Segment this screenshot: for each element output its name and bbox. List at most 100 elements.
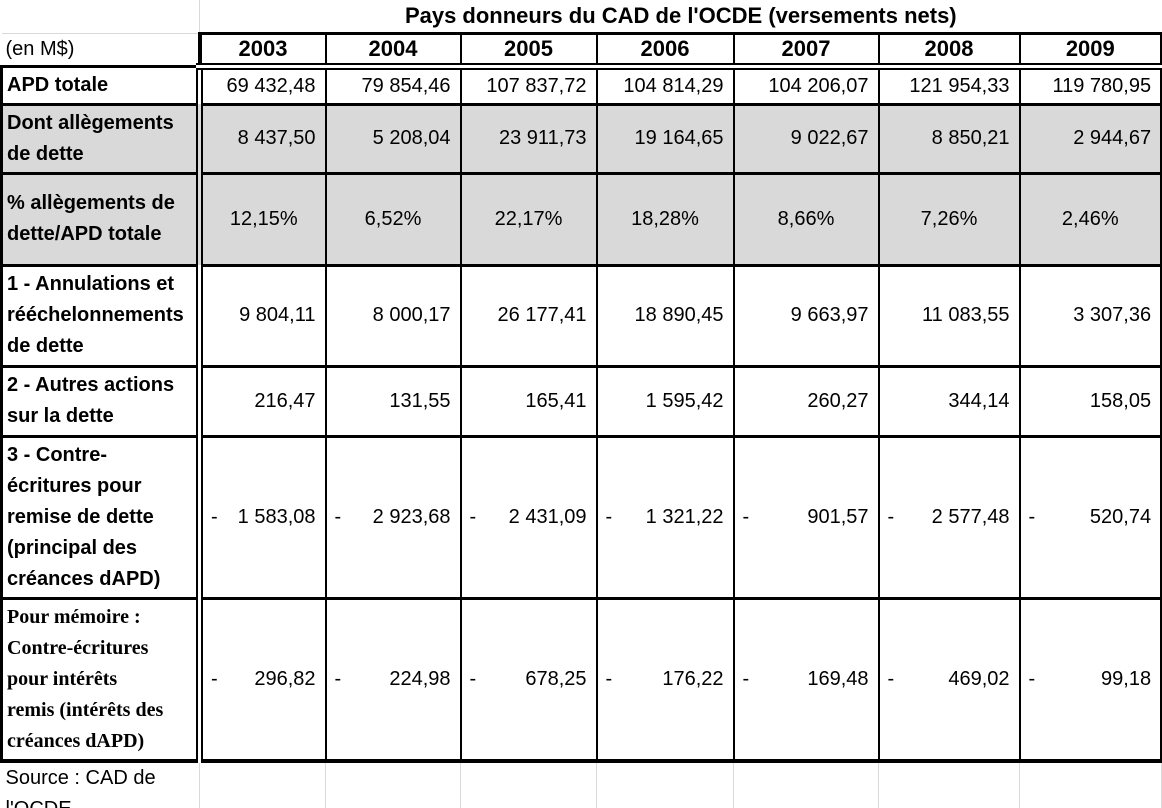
table-cell: -99,18 <box>1018 596 1162 763</box>
minus-sign: - <box>469 667 477 690</box>
table-cell: 9 663,97 <box>732 263 879 366</box>
table-cell: 7,26% <box>877 171 1020 265</box>
table-cell: 11 083,55 <box>877 263 1020 366</box>
minus-sign: - <box>211 667 218 690</box>
table-cell: -2 577,48 <box>877 434 1020 598</box>
table-row-allegements: Dont allègements de dette 8 437,50 5 208… <box>0 102 1162 173</box>
table-cell: 26 177,41 <box>459 263 597 366</box>
table-cell: 216,47 <box>198 364 326 436</box>
table-cell: 260,27 <box>732 364 879 436</box>
table-cell: 2 944,67 <box>1018 102 1162 173</box>
table-cell: 8 000,17 <box>324 263 461 366</box>
table-row-apd-totale: APD totale 69 432,48 79 854,46 107 837,7… <box>0 64 1162 104</box>
empty-cell <box>733 760 879 808</box>
table-cell: 23 911,73 <box>459 102 597 173</box>
minus-sign: - <box>742 505 750 528</box>
table-cell: 8 850,21 <box>877 102 1020 173</box>
row-label: % allègements de dette/APD totale <box>0 171 203 265</box>
minus-sign: - <box>1028 667 1036 690</box>
minus-sign: - <box>1028 505 1036 528</box>
table-cell: 104 814,29 <box>595 64 734 104</box>
source-row: Source : CAD de l'OCDE <box>1 760 1162 808</box>
unit-label: (en M$) <box>1 32 200 66</box>
table-row-annulations: 1 - Annulations et rééchelonnements de d… <box>0 263 1162 366</box>
table-cell: 69 432,48 <box>198 64 326 104</box>
table-cell: -469,02 <box>877 596 1020 763</box>
empty-cell <box>878 760 1020 808</box>
minus-sign: - <box>469 505 477 528</box>
table-cell: 22,17% <box>459 171 597 265</box>
year-header: 2009 <box>1018 31 1162 70</box>
table-cell: 158,05 <box>1018 364 1162 436</box>
table-cell: 8 437,50 <box>198 102 326 173</box>
minus-sign: - <box>742 667 750 690</box>
table-cell: 9 804,11 <box>198 263 326 366</box>
minus-sign: - <box>887 505 895 528</box>
table-cell: 2,46% <box>1018 171 1162 265</box>
table-cell: 104 206,07 <box>732 64 879 104</box>
table-cell: 79 854,46 <box>324 64 461 104</box>
year-header: 2006 <box>595 31 734 70</box>
year-header: 2008 <box>877 31 1020 70</box>
table-cell: -520,74 <box>1018 434 1162 598</box>
year-header: 2004 <box>324 31 461 70</box>
corner-cell <box>1 0 200 34</box>
table-cell: 165,41 <box>459 364 597 436</box>
table-cell: 1 595,42 <box>595 364 734 436</box>
empty-cell <box>1018 760 1162 808</box>
year-header: 2005 <box>459 31 597 70</box>
table-row-pour-memoire: Pour mémoire : Contre-écritures pour int… <box>0 596 1162 763</box>
year-header: 2007 <box>732 31 879 70</box>
table-cell: 8,66% <box>732 171 879 265</box>
table-cell: -2 923,68 <box>324 434 461 598</box>
row-label: Pour mémoire : Contre-écritures pour int… <box>0 596 203 763</box>
row-label: 3 - Contre- écritures pour remise de det… <box>0 434 203 598</box>
year-header-row: (en M$) 2003 2004 2005 2006 2007 2008 20… <box>1 31 1162 70</box>
table-cell: 5 208,04 <box>324 102 461 173</box>
table-cell: 9 022,67 <box>732 102 879 173</box>
empty-cell <box>460 760 597 808</box>
table-cell: 107 837,72 <box>459 64 597 104</box>
table-cell: 12,15% <box>198 171 326 265</box>
table-cell: 19 164,65 <box>595 102 734 173</box>
table-cell: -678,25 <box>459 596 597 763</box>
table-title: Pays donneurs du CAD de l'OCDE (versemen… <box>404 2 957 28</box>
table-cell: -2 431,09 <box>459 434 597 598</box>
table-cell: 121 954,33 <box>877 64 1020 104</box>
table-row-pct-allegements: % allègements de dette/APD totale 12,15%… <box>0 171 1162 265</box>
source-label: Source : CAD de l'OCDE <box>1 760 200 808</box>
empty-cell <box>596 760 734 808</box>
row-label: 2 - Autres actions sur la dette <box>0 364 203 436</box>
minus-sign: - <box>334 667 342 690</box>
title-row: Pays donneurs du CAD de l'OCDE (versemen… <box>1 0 1162 34</box>
table-row-contre-ecritures: 3 - Contre- écritures pour remise de det… <box>0 434 1162 598</box>
table-cell: -1 583,08 <box>198 434 326 598</box>
table-cell: 6,52% <box>324 171 461 265</box>
empty-cell <box>325 760 461 808</box>
table-row-autres-actions: 2 - Autres actions sur la dette 216,47 1… <box>0 364 1162 436</box>
minus-sign: - <box>887 667 895 690</box>
year-header: 2003 <box>197 31 326 70</box>
table-cell: 18 890,45 <box>595 263 734 366</box>
table-cell: -901,57 <box>732 434 879 598</box>
minus-sign: - <box>211 505 218 528</box>
table-cell: 131,55 <box>324 364 461 436</box>
table-cell: 3 307,36 <box>1018 263 1162 366</box>
table-cell: -1 321,22 <box>595 434 734 598</box>
table-cell: 18,28% <box>595 171 734 265</box>
table-cell: -176,22 <box>595 596 734 763</box>
minus-sign: - <box>605 505 613 528</box>
empty-cell <box>199 760 326 808</box>
table-cell: -224,98 <box>324 596 461 763</box>
minus-sign: - <box>605 667 613 690</box>
row-label: Dont allègements de dette <box>0 102 203 173</box>
table-cell: 344,14 <box>877 364 1020 436</box>
minus-sign: - <box>334 505 342 528</box>
row-label: APD totale <box>0 64 203 104</box>
row-label: 1 - Annulations et rééchelonnements de d… <box>0 263 203 366</box>
table-cell: -169,48 <box>732 596 879 763</box>
table-cell: -296,82 <box>198 596 326 763</box>
table-cell: 119 780,95 <box>1018 64 1162 104</box>
